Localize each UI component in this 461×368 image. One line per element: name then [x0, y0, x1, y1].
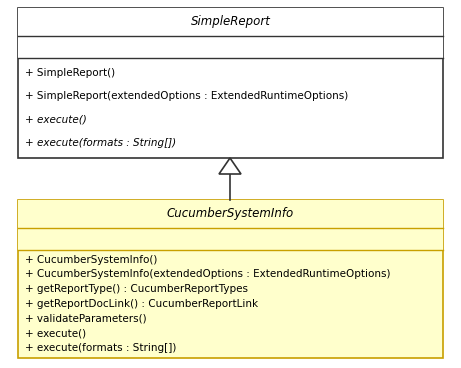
Text: + validateParameters(): + validateParameters() [25, 314, 147, 324]
Text: + execute(): + execute() [25, 329, 86, 339]
Text: + getReportType() : CucumberReportTypes: + getReportType() : CucumberReportTypes [25, 284, 248, 294]
Text: + getReportDocLink() : CucumberReportLink: + getReportDocLink() : CucumberReportLin… [25, 299, 258, 309]
Text: + execute(): + execute() [25, 114, 87, 125]
Text: SimpleReport: SimpleReport [190, 15, 271, 28]
Bar [18, 200, 443, 228]
Text: + execute(formats : String[]): + execute(formats : String[]) [25, 138, 176, 148]
Bar [18, 200, 443, 358]
Polygon shape [219, 158, 241, 174]
Bar [18, 8, 443, 36]
Text: + CucumberSystemInfo(): + CucumberSystemInfo() [25, 255, 157, 265]
Text: CucumberSystemInfo: CucumberSystemInfo [167, 208, 294, 220]
Text: + execute(formats : String[]): + execute(formats : String[]) [25, 343, 177, 353]
Text: + SimpleReport(extendedOptions : ExtendedRuntimeOptions): + SimpleReport(extendedOptions : Extende… [25, 91, 348, 101]
Text: + SimpleReport(): + SimpleReport() [25, 68, 115, 78]
Bar [18, 36, 443, 58]
Text: + CucumberSystemInfo(extendedOptions : ExtendedRuntimeOptions): + CucumberSystemInfo(extendedOptions : E… [25, 269, 390, 279]
Bar [18, 8, 443, 158]
Bar [18, 228, 443, 250]
